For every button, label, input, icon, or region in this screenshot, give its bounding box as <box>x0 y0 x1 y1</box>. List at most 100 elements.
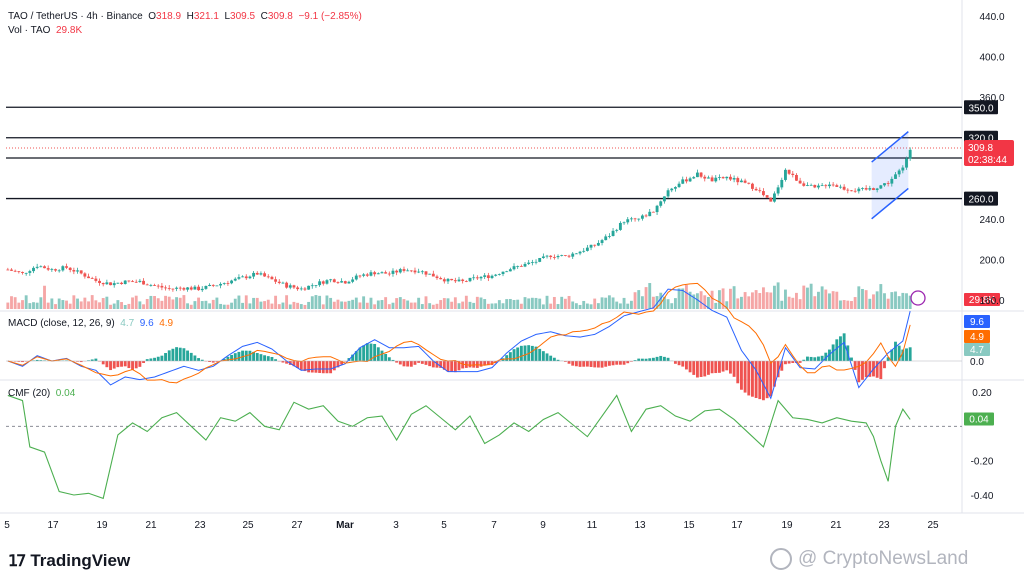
candle-body <box>486 275 490 279</box>
volume-bar <box>369 297 373 309</box>
volume-bar <box>604 297 608 309</box>
candle-body <box>208 284 212 286</box>
macd-histogram-bar <box>692 361 696 375</box>
macd-histogram-bar <box>112 361 116 369</box>
volume-bar <box>505 299 509 309</box>
volume-bar <box>182 295 186 309</box>
candle-body <box>534 261 538 263</box>
candle-body <box>288 285 292 288</box>
volume-bar <box>131 297 134 309</box>
candle-body <box>706 177 710 179</box>
volume-bar <box>743 292 747 309</box>
candle-body <box>864 188 868 190</box>
volume-bar <box>497 300 501 309</box>
macd-histogram-bar <box>820 355 824 361</box>
macd-histogram-bar <box>582 361 586 367</box>
candle-body <box>695 172 699 178</box>
macd-pane: 9.64.94.70.0 <box>6 282 990 401</box>
volume-bar <box>68 303 72 309</box>
candle-body <box>156 285 160 287</box>
volume-bar <box>61 300 65 309</box>
candle-body <box>758 190 762 192</box>
volume-bar <box>670 303 674 309</box>
macd-label[interactable]: MACD (close, 12, 26, 9) <box>8 318 115 329</box>
trend-channel[interactable] <box>871 131 909 220</box>
macd-histogram-bar <box>549 355 553 361</box>
high-value: 321.1 <box>193 11 219 22</box>
candle-body <box>259 273 263 275</box>
volume-bar <box>684 284 688 309</box>
macd-histogram-bar <box>864 361 868 378</box>
level-badge-label: 260.0 <box>968 195 993 206</box>
price-axis[interactable]: 440.0 400.0 360.0 240.0 200.0 160.0 <box>979 12 1004 307</box>
time-axis[interactable]: 5 17 19 21 23 25 27 Mar 3 5 7 9 11 13 15 17 19 21 23 25 <box>4 520 939 531</box>
candle-body <box>336 282 340 283</box>
volume-label[interactable]: Vol · TAO <box>8 25 51 36</box>
volume-bar <box>76 298 79 309</box>
macd-histogram-bar <box>508 352 512 361</box>
volume-bar <box>296 302 300 309</box>
candle-body <box>692 177 696 179</box>
open-value: 318.9 <box>156 11 182 22</box>
time-tick-label: 23 <box>878 520 890 531</box>
volume-bar <box>164 295 167 309</box>
volume-bar <box>149 295 153 309</box>
volume-bar <box>10 296 13 309</box>
volume-bar <box>241 302 245 309</box>
macd-badge-label: 9.6 <box>970 317 984 328</box>
volume-bar <box>255 297 259 309</box>
candle-body <box>79 270 83 274</box>
macd-histogram-bar <box>894 341 897 361</box>
volume-bar <box>83 297 87 309</box>
candle-body <box>820 185 824 187</box>
candle-body <box>274 279 278 282</box>
volume-bar <box>618 303 622 309</box>
volume-bar <box>673 298 677 309</box>
candle-body <box>160 285 164 288</box>
cmf-label[interactable]: CMF (20) <box>8 388 51 399</box>
candle-body <box>325 280 329 284</box>
macd-histogram-bar <box>552 357 556 361</box>
volume-bar <box>769 292 773 309</box>
macd-histogram-bar <box>824 352 828 361</box>
macd-histogram-bar <box>105 361 109 368</box>
time-tick-label: 21 <box>145 520 157 531</box>
tradingview-logo[interactable]: 𝟣𝟩 TradingView <box>8 551 130 571</box>
volume-bar <box>835 291 839 309</box>
volume-bar <box>861 288 864 309</box>
volume-bar <box>230 302 234 309</box>
macd-histogram-bar <box>431 361 435 368</box>
macd-histogram-bar <box>765 361 769 399</box>
candle-body <box>505 271 509 273</box>
volume-bar <box>87 301 90 309</box>
volume-bar <box>567 295 571 309</box>
volume-bar <box>468 301 472 309</box>
macd-histogram-bar <box>607 361 611 366</box>
macd-histogram-bar <box>743 361 747 393</box>
candle-body <box>600 240 604 243</box>
price-tick-label: 200.0 <box>979 255 1004 266</box>
candle-body <box>362 274 366 276</box>
volume-bar <box>483 299 487 309</box>
volume-bar <box>534 297 538 309</box>
volume-bar <box>156 298 160 309</box>
cmf-tick-label: 0.20 <box>972 388 992 399</box>
symbol-title[interactable]: TAO / TetherUS · 4h · Binance <box>8 11 143 22</box>
candle-body <box>420 271 424 273</box>
macd-hist-value: 4.7 <box>120 318 135 329</box>
candle-body <box>754 188 758 191</box>
volume-bar <box>380 300 384 309</box>
candle-body <box>560 255 564 256</box>
time-tick-label: 19 <box>781 520 793 531</box>
candle-body <box>428 273 432 275</box>
macd-histogram-bar <box>142 361 145 363</box>
macd-histogram-bar <box>398 361 402 365</box>
candle-body <box>134 281 138 283</box>
candle-body <box>872 188 875 191</box>
candle-body <box>655 205 659 213</box>
macd-histogram-bar <box>530 345 534 361</box>
cmf-badge <box>964 412 994 426</box>
macd-histogram-bar <box>222 358 226 361</box>
